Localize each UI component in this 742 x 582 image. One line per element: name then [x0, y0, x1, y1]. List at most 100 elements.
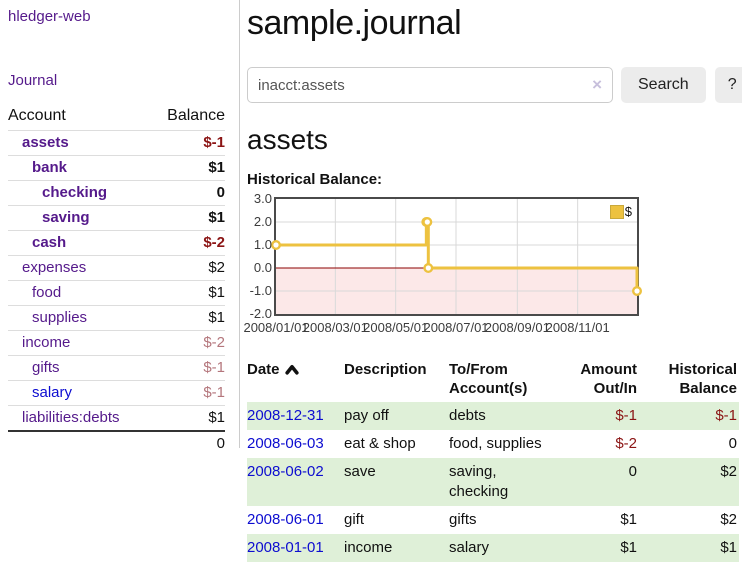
register-header-accounts: To/From Account(s) — [449, 361, 528, 397]
x-axis-label: 2008/05/01 — [363, 320, 429, 335]
help-button[interactable]: ? — [714, 67, 742, 103]
account-link[interactable]: food — [32, 284, 62, 301]
sidebar: hledger-web Journal Account Balance asse… — [0, 0, 240, 455]
y-axis-label: -1.0 — [249, 283, 272, 298]
y-axis-label: 3.0 — [253, 191, 272, 206]
chart-point — [422, 217, 433, 228]
account-row: supplies $1 — [8, 305, 225, 331]
transaction-row[interactable]: 2008-01-01 income salary $1 $1 — [247, 534, 739, 562]
account-row: gifts $-1 — [8, 355, 225, 381]
x-axis-label: 2008/03/01 — [302, 320, 368, 335]
clear-search-icon[interactable]: × — [592, 75, 602, 94]
chart-plot[interactable]: $ — [271, 197, 643, 316]
transaction-accounts: salary — [449, 539, 490, 556]
account-balance: $1 — [150, 205, 225, 231]
account-balance: $-1 — [150, 355, 225, 381]
transaction-amount: $-2 — [615, 435, 637, 452]
search-button[interactable]: Search — [621, 67, 706, 103]
transaction-row[interactable]: 2008-06-02 save saving, checking 0 $2 — [247, 458, 739, 506]
account-name-cell: saving — [8, 205, 151, 231]
transaction-date-link[interactable]: 2008-06-01 — [247, 511, 324, 528]
account-name-cell: assets — [8, 130, 151, 156]
account-row: assets $-1 — [8, 130, 225, 156]
accounts-table: Account Balance assets $-1 bank $1 checking 0… — [8, 104, 225, 455]
transaction-accounts: saving, checking — [449, 463, 509, 500]
account-row: checking 0 — [8, 180, 225, 206]
chart-canvas — [271, 199, 643, 314]
transaction-description: income — [344, 539, 393, 556]
account-name-cell: gifts — [8, 355, 151, 381]
account-balance: $-2 — [150, 230, 225, 256]
account-name-cell: income — [8, 330, 151, 356]
transaction-balance: $2 — [720, 463, 737, 480]
account-link[interactable]: supplies — [32, 309, 88, 326]
y-axis-label: 2.0 — [253, 214, 272, 229]
account-link[interactable]: saving — [42, 209, 90, 226]
search-input[interactable] — [247, 67, 613, 103]
transaction-accounts: food, supplies — [449, 435, 542, 452]
transaction-amount: $-1 — [615, 407, 637, 424]
accounts-header-account: Account — [8, 107, 66, 124]
chart-point — [271, 240, 281, 251]
account-link[interactable]: liabilities:debts — [22, 409, 120, 426]
account-row: salary $-1 — [8, 380, 225, 406]
transaction-date-cell: 2008-12-31 — [247, 402, 344, 430]
account-row: saving $1 — [8, 205, 225, 231]
account-link[interactable]: cash — [32, 234, 67, 251]
transaction-row[interactable]: 2008-06-03 eat & shop food, supplies $-2 0 — [247, 430, 739, 458]
register-header-date[interactable]: Date — [247, 356, 344, 402]
account-balance: $-1 — [150, 380, 225, 406]
account-name-cell: food — [8, 280, 151, 306]
transaction-row[interactable]: 2008-12-31 pay off debts $-1 $-1 — [247, 402, 739, 430]
transaction-accounts: gifts — [449, 511, 477, 528]
y-axis-label: -2.0 — [249, 306, 272, 321]
account-link[interactable]: assets — [22, 134, 69, 151]
transaction-accounts: debts — [449, 407, 486, 424]
account-balance: $1 — [150, 305, 225, 331]
historical-balance-chart: $ 3.0 2.0 1.0 0.0 -1.0 -2.0 2008/01/01 2008/03/… — [243, 191, 742, 335]
journal-link[interactable]: Journal — [8, 72, 58, 89]
x-axis-label: 2008/11/01 — [545, 320, 610, 335]
account-link[interactable]: checking — [42, 184, 108, 201]
account-balance: 0 — [150, 180, 225, 206]
transaction-amount: 0 — [628, 463, 637, 480]
transaction-date-link[interactable]: 2008-06-03 — [247, 435, 324, 452]
legend-label: $ — [624, 204, 632, 219]
y-axis-label: 0.0 — [253, 260, 272, 275]
transaction-description: pay off — [344, 407, 389, 424]
transaction-row[interactable]: 2008-06-01 gift gifts $1 $2 — [247, 506, 739, 534]
transaction-date-cell: 2008-06-02 — [247, 458, 344, 506]
transaction-description: gift — [344, 511, 365, 528]
x-axis-label: 2008/09/01 — [484, 320, 550, 335]
app-title-link[interactable]: hledger-web — [8, 8, 91, 25]
account-balance: $-1 — [150, 130, 225, 156]
transaction-description: save — [344, 463, 376, 480]
account-link[interactable]: gifts — [32, 359, 60, 376]
account-name-cell: salary — [8, 380, 151, 406]
account-row: income $-2 — [8, 330, 225, 356]
accounts-header-balance: Balance — [167, 107, 225, 124]
transaction-date-link[interactable]: 2008-12-31 — [247, 407, 324, 424]
chart-point — [632, 285, 643, 296]
account-name-cell: expenses — [8, 255, 151, 281]
account-balance: $1 — [150, 405, 225, 431]
account-row: bank $1 — [8, 155, 225, 181]
x-axis-label: 2008/07/01 — [423, 320, 489, 335]
transaction-balance: $2 — [720, 511, 737, 528]
account-link[interactable]: income — [22, 334, 71, 351]
transaction-date-link[interactable]: 2008-06-02 — [247, 463, 324, 480]
transaction-date-cell: 2008-06-03 — [247, 430, 344, 458]
transaction-date-cell: 2008-06-01 — [247, 506, 344, 534]
transaction-date-link[interactable]: 2008-01-01 — [247, 539, 324, 556]
account-link[interactable]: expenses — [22, 259, 87, 276]
account-name-cell: cash — [8, 230, 151, 256]
transaction-date-cell: 2008-01-01 — [247, 534, 344, 562]
accounts-total-balance: 0 — [150, 430, 225, 455]
account-row: cash $-2 — [8, 230, 225, 256]
account-link[interactable]: salary — [32, 384, 73, 401]
register-header-description: Description — [344, 361, 427, 378]
account-link[interactable]: bank — [32, 159, 68, 176]
legend-swatch-icon — [609, 204, 624, 219]
account-name-cell: supplies — [8, 305, 151, 331]
journal-nav: Journal — [8, 72, 239, 89]
